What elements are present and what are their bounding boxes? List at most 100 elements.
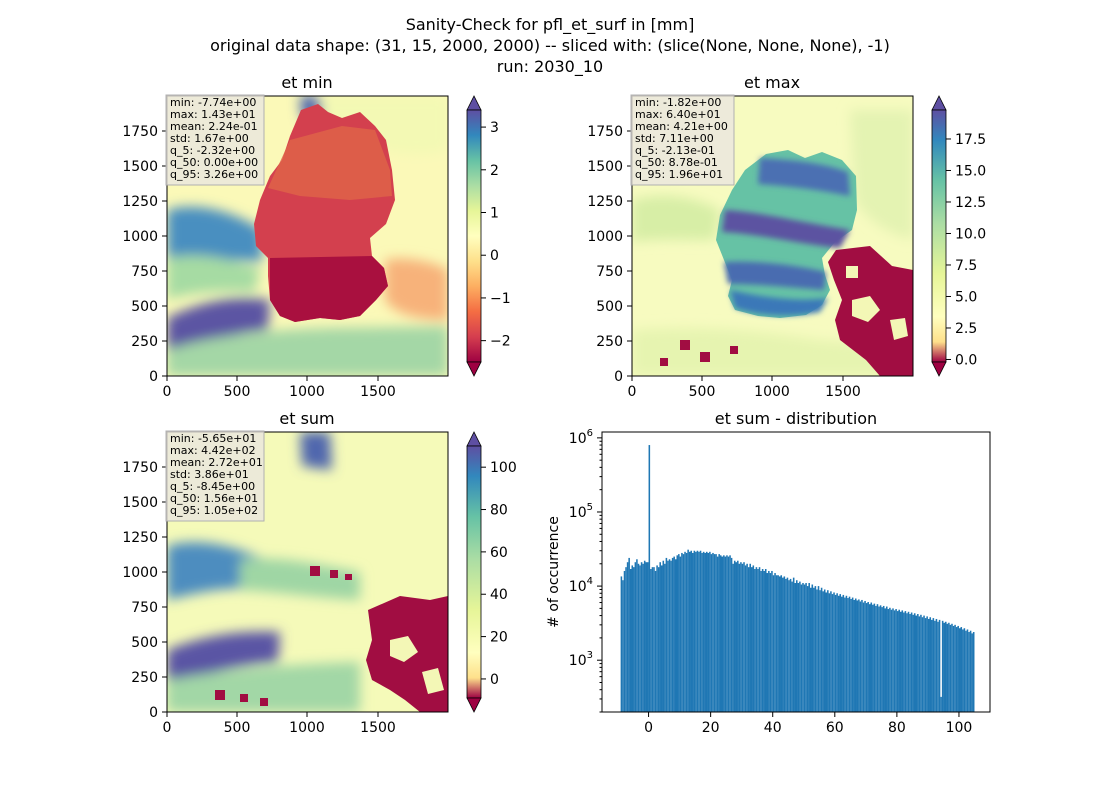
germany-blue-band-3 xyxy=(724,261,826,290)
x-tick-label: 0 xyxy=(644,720,653,736)
histogram-bar xyxy=(968,632,970,712)
y-tick-label: 104 xyxy=(569,576,593,595)
y-tick-label: 1000 xyxy=(122,565,158,581)
histogram-bar xyxy=(803,584,806,712)
histogram-bar xyxy=(695,551,697,712)
field-blue-north-strip xyxy=(300,432,332,470)
histogram-bar xyxy=(682,554,685,712)
field-pale-green-west xyxy=(632,195,720,242)
y-tick-label: 1000 xyxy=(122,229,158,245)
panel-et-max-colorbar: 0.0 2.5 5.0 7.5 10.0 12.5 15.0 17.5 xyxy=(931,95,986,377)
histogram-bar xyxy=(915,615,918,712)
histogram-bar xyxy=(791,581,793,712)
histogram-bar xyxy=(687,549,689,712)
stats-line: q_50: 8.78e-01 xyxy=(635,156,718,169)
histogram-bar xyxy=(844,597,846,712)
histogram-bar xyxy=(782,577,784,712)
x-tick-label: 40 xyxy=(764,720,782,736)
x-tick-label: 500 xyxy=(689,384,716,400)
colorbar-tick-label: 15.0 xyxy=(955,163,986,179)
histogram-bar xyxy=(654,570,657,712)
histogram-bar xyxy=(969,630,972,712)
histogram-bar xyxy=(842,594,845,712)
histogram-bar xyxy=(808,583,810,712)
y-tick-label: 0 xyxy=(149,369,158,385)
histogram-bar xyxy=(640,562,643,712)
y-tick-label: 1750 xyxy=(122,124,158,140)
histogram-bar xyxy=(738,563,741,712)
stats-line: q_95: 1.05e+02 xyxy=(170,504,258,517)
colorbar-tick-label: 40 xyxy=(490,587,508,603)
stats-line: q_95: 3.26e+00 xyxy=(170,168,258,181)
histogram-bar xyxy=(727,556,730,712)
histogram-bar xyxy=(634,562,637,712)
field-green-south xyxy=(167,326,448,376)
stats-line: mean: 2.24e-01 xyxy=(170,120,258,133)
x-tick-label: 0 xyxy=(163,720,172,736)
histogram-bar xyxy=(887,609,890,712)
histogram-bar xyxy=(670,560,672,712)
histogram-bar xyxy=(830,591,832,712)
colorbar-tick-label: 20 xyxy=(490,630,508,646)
histogram-bar xyxy=(827,590,829,712)
panel-distribution-title: et sum - distribution xyxy=(715,409,877,428)
histogram-bar xyxy=(769,573,772,712)
histogram-bar xyxy=(741,563,744,712)
y-tick-label: 500 xyxy=(596,299,623,315)
histogram-bar xyxy=(678,554,680,712)
colorbar-extend-top xyxy=(466,431,482,447)
histogram-bar xyxy=(886,606,888,712)
field-red-patches-south xyxy=(660,340,738,366)
histogram-bar xyxy=(724,556,727,712)
colorbar-extend-bottom xyxy=(931,361,947,377)
panel-et-sum-colorbar: 0 20 40 60 80 100 xyxy=(466,431,517,713)
histogram-bar xyxy=(948,622,950,712)
histogram-bar xyxy=(684,551,686,712)
histogram-bar xyxy=(721,556,724,712)
panel-et-max-y-axis: 0 250 500 750 1000 1250 1500 1750 xyxy=(587,124,632,385)
histogram-bar xyxy=(954,624,956,712)
colorbar-tick-label: 3 xyxy=(490,120,499,136)
colorbar-extend-bottom xyxy=(466,697,482,713)
histogram-bar xyxy=(822,591,824,712)
histogram-bar xyxy=(633,567,635,712)
histogram-bar xyxy=(854,598,857,712)
y-tick-label: 750 xyxy=(131,264,158,280)
panel-et-min-field xyxy=(167,96,448,376)
histogram-bar xyxy=(895,609,897,712)
stats-line: q_5: -2.13e-01 xyxy=(635,144,715,157)
histogram-bar xyxy=(918,616,921,712)
panel-et-sum-x-axis: 0 500 1000 1500 xyxy=(163,712,396,736)
colorbar-tick-label: 12.5 xyxy=(955,195,986,211)
y-tick-label: 1250 xyxy=(122,530,158,546)
histogram-bar xyxy=(701,552,703,712)
histogram-bar xyxy=(799,581,801,712)
y-tick-label: 103 xyxy=(569,650,593,669)
histogram-bar xyxy=(813,587,815,712)
y-tick-label: 750 xyxy=(131,600,158,616)
germany-blue-band-1 xyxy=(758,158,850,196)
panel-et-max: et max 0 500 xyxy=(587,73,986,400)
histogram-bar xyxy=(746,563,748,712)
panel-et-min-colorbar: −2 −1 0 1 2 3 xyxy=(466,95,511,377)
histogram-bar xyxy=(955,627,958,712)
histogram-bar xyxy=(847,598,849,712)
histogram-bar xyxy=(650,569,652,712)
stats-line: std: 7.11e+00 xyxy=(635,132,714,145)
colorbar-tick-label: 17.5 xyxy=(955,132,986,148)
histogram-bar xyxy=(962,629,964,712)
colorbar-tick-label: 0.0 xyxy=(955,352,977,368)
stats-line: max: 1.43e+01 xyxy=(170,108,256,121)
histogram-bar xyxy=(816,589,818,712)
stats-line: q_95: 1.96e+01 xyxy=(635,168,723,181)
y-tick-label: 1500 xyxy=(122,495,158,511)
x-tick-label: 20 xyxy=(702,720,720,736)
histogram-bar xyxy=(893,610,896,712)
histogram-bar xyxy=(671,557,674,712)
y-tick-label: 250 xyxy=(131,670,158,686)
histogram-bar xyxy=(789,578,792,712)
y-tick-label: 1000 xyxy=(587,229,623,245)
histogram-bar xyxy=(859,601,862,712)
histogram-bar xyxy=(828,593,831,712)
histogram-bar xyxy=(937,621,939,712)
